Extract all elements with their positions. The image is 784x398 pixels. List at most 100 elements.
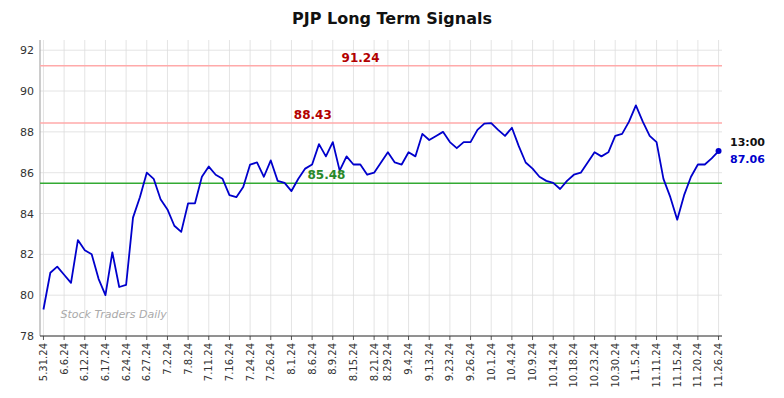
grid-line-x: [250, 40, 251, 336]
grid-line-x: [208, 40, 209, 336]
y-tick-label: 88: [20, 126, 34, 139]
grid-line-y: [40, 50, 722, 51]
grid-line-x: [84, 40, 85, 336]
x-tick-label: 7.26.24: [265, 343, 276, 381]
grid-line-y: [40, 295, 722, 296]
grid-line-x: [408, 40, 409, 336]
x-tick-label: 8.9.24: [327, 343, 338, 375]
reference-label: 88.43: [294, 108, 332, 122]
grid-line-x: [511, 40, 512, 336]
grid-line-x: [291, 40, 292, 336]
x-tick-label: 11.20.24: [692, 343, 703, 388]
x-tick-label: 5.31.24: [38, 343, 49, 381]
grid-line-x: [532, 40, 533, 336]
grid-line-x: [553, 40, 554, 336]
x-tick-label: 11.5.24: [630, 343, 641, 381]
chart: PJP Long Term Signals 78 80 82 84 86 88 90 92 5.3…: [0, 0, 784, 398]
watermark: Stock Traders Daily: [60, 308, 167, 321]
grid-line-x: [374, 40, 375, 336]
grid-line-x: [229, 40, 230, 336]
x-tick-label: 7.11.24: [203, 343, 214, 381]
y-tick-label: 90: [20, 85, 34, 98]
grid-line-x: [387, 40, 388, 336]
reference-line: [40, 65, 722, 67]
y-tick-label: 86: [20, 167, 34, 180]
x-tick-label: 8.15.24: [348, 343, 359, 381]
last-label: 13:00: [730, 136, 765, 149]
reference-line: [40, 122, 722, 124]
grid-line-x: [718, 40, 719, 336]
x-tick-label: 9.13.24: [424, 343, 435, 381]
grid-line-y: [40, 336, 722, 337]
grid-line-x: [43, 40, 44, 336]
grid-line-y: [40, 213, 722, 214]
x-tick-label: 8.29.24: [382, 343, 393, 381]
grid-line-x: [594, 40, 595, 336]
x-tick-label: 10.4.24: [506, 343, 517, 381]
x-axis-line: [40, 335, 722, 336]
y-axis-line: [40, 40, 41, 336]
x-tick-label: 7.16.24: [224, 343, 235, 381]
x-tick-label: 11.15.24: [672, 343, 683, 388]
x-tick-label: 9.4.24: [403, 343, 414, 375]
x-tick-label: 10.1.24: [486, 343, 497, 381]
grid-line-x: [429, 40, 430, 336]
price-line: [43, 105, 718, 309]
grid-line-x: [64, 40, 65, 336]
x-tick-label: 10.23.24: [589, 343, 600, 388]
grid-line-x: [635, 40, 636, 336]
grid-line-x: [697, 40, 698, 336]
x-tick-label: 8.21.24: [369, 343, 380, 381]
grid-line-x: [470, 40, 471, 336]
reference-label: 91.24: [342, 51, 380, 65]
x-tick-label: 8.6.24: [307, 343, 318, 375]
y-tick-label: 82: [20, 248, 34, 261]
grid-line-x: [270, 40, 271, 336]
grid-line-x: [167, 40, 168, 336]
reference-label: 85.48: [307, 168, 345, 182]
grid-line-x: [491, 40, 492, 336]
title: PJP Long Term Signals: [292, 9, 492, 28]
grid-line-x: [677, 40, 678, 336]
y-tick-label: 80: [20, 289, 34, 302]
x-tick-label: 10.9.24: [527, 343, 538, 381]
x-tick-label: 7.24.24: [245, 343, 256, 381]
x-tick-label: 9.26.24: [465, 343, 476, 381]
x-tick-label: 6.12.24: [79, 343, 90, 381]
grid-line-y: [40, 172, 722, 173]
x-tick-label: 7.2.24: [162, 343, 173, 375]
x-tick-label: 10.30.24: [610, 343, 621, 388]
x-tick-label: 6.17.24: [100, 343, 111, 381]
x-tick-label: 8.1.24: [286, 343, 297, 375]
x-tick-label: 6.6.24: [59, 343, 70, 375]
grid-line-x: [126, 40, 127, 336]
grid-line-x: [353, 40, 354, 336]
grid-line-y: [40, 254, 722, 255]
grid-line-x: [312, 40, 313, 336]
x-tick-label: 10.18.24: [568, 343, 579, 388]
x-tick-label: 9.23.24: [444, 343, 455, 381]
y-tick-label: 92: [20, 44, 34, 57]
grid-line-x: [188, 40, 189, 336]
last-value: 87.06: [730, 153, 765, 166]
plot-area: [40, 66, 722, 310]
reference-line: [40, 183, 722, 185]
last-point: [716, 148, 722, 154]
grid-line-x: [332, 40, 333, 336]
y-tick-label: 84: [20, 208, 34, 221]
grid: [40, 40, 722, 336]
grid-line-x: [615, 40, 616, 336]
x-tick-label: 6.24.24: [121, 343, 132, 381]
x-tick-label: 6.27.24: [141, 343, 152, 381]
grid-line-x: [146, 40, 147, 336]
grid-line-x: [449, 40, 450, 336]
grid-line-x: [656, 40, 657, 336]
x-tick-label: 10.14.24: [548, 343, 559, 388]
x-tick-label: 11.11.24: [651, 343, 662, 388]
grid-line-y: [40, 91, 722, 92]
grid-line-y: [40, 131, 722, 132]
x-tick-label: 7.8.24: [183, 343, 194, 375]
grid-line-x: [573, 40, 574, 336]
x-tick-label: 11.26.24: [713, 343, 724, 388]
y-tick-label: 78: [20, 330, 34, 343]
